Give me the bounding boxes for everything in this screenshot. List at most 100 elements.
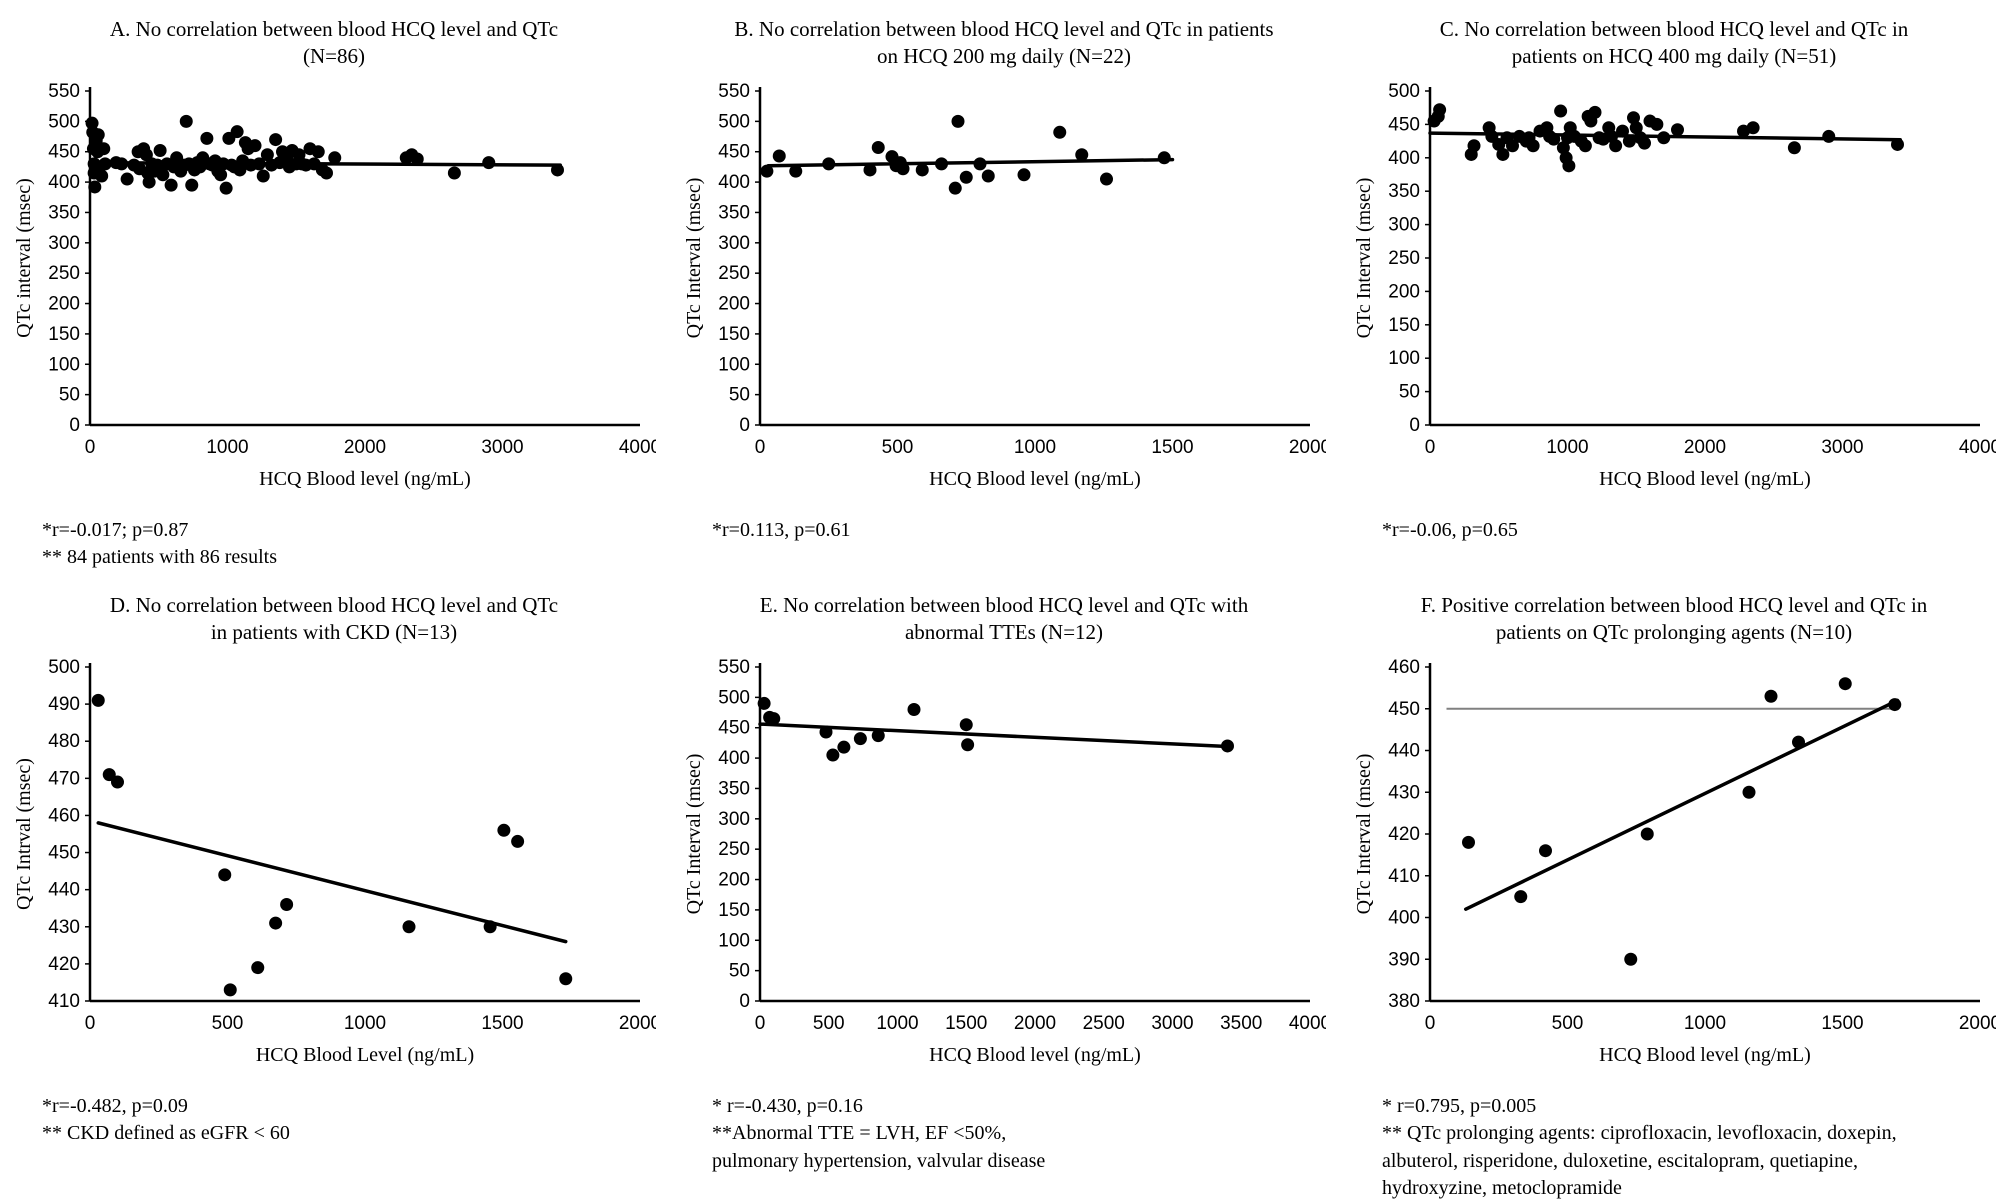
x-tick-label: 1000 [1014, 437, 1056, 458]
data-point [961, 737, 975, 751]
x-tick-label: 1000 [344, 1013, 386, 1034]
y-axis-label: QTc Interval (msec) [1353, 753, 1375, 914]
panel-a: A. No correlation between blood HCQ leve… [8, 2, 660, 568]
data-point [1157, 150, 1171, 164]
y-tick-label: 400 [1388, 147, 1420, 168]
y-tick-label: 300 [48, 232, 80, 253]
y-tick-label: 400 [718, 748, 750, 769]
panel-title: E. No correlation between blood HCQ leve… [759, 593, 1249, 645]
data-point [915, 163, 929, 177]
y-tick-label: 400 [1388, 907, 1420, 928]
y-tick-label: 500 [48, 111, 80, 132]
data-point [447, 166, 461, 180]
data-point [951, 114, 965, 128]
data-point [981, 169, 995, 183]
x-axis-label: HCQ Blood level (ng/mL) [1599, 1044, 1811, 1066]
y-tick-label: 250 [1388, 248, 1420, 269]
y-tick-label: 450 [48, 842, 80, 863]
x-axis-label: HCQ Blood level (ng/mL) [929, 1044, 1141, 1066]
footnotes: *r=-0.482, p=0.09 ** CKD defined as eGFR… [42, 1093, 660, 1148]
data-point [819, 725, 833, 739]
x-tick-label: 500 [212, 1013, 244, 1034]
data-point [230, 124, 244, 138]
x-tick-label: 3500 [1220, 1013, 1262, 1034]
y-tick-label: 500 [48, 657, 80, 678]
data-point [1221, 739, 1234, 753]
y-tick-label: 0 [1409, 415, 1420, 436]
data-point [1539, 843, 1552, 857]
data-point [153, 143, 167, 157]
y-tick-label: 420 [1388, 824, 1420, 845]
data-point [320, 166, 333, 180]
data-point [1616, 124, 1629, 138]
x-tick-label: 3000 [1821, 437, 1863, 458]
data-point [497, 823, 511, 837]
data-point [223, 982, 237, 996]
trend-line [1464, 698, 1900, 911]
y-tick-label: 350 [48, 202, 80, 223]
data-point [1627, 110, 1640, 124]
data-point [280, 897, 294, 911]
data-point [248, 138, 262, 152]
x-tick-label: 0 [85, 437, 96, 458]
scatter-chart-d: 410 420 430 440 450 460 470 480 490 500 0 500 1000 15… [13, 657, 656, 1066]
figure: A. No correlation between blood HCQ leve… [8, 2, 2000, 1199]
y-axis-label: QTc Intrval (msec) [13, 758, 35, 910]
y-tick-label: 550 [48, 81, 80, 102]
y-tick-label: 300 [718, 232, 750, 253]
x-tick-label: 3000 [1151, 1013, 1193, 1034]
footnote-line: albuterol, risperidone, duloxetine, esci… [1382, 1149, 1858, 1172]
data-point [767, 711, 781, 725]
y-tick-label: 200 [718, 293, 750, 314]
y-tick-label: 300 [718, 808, 750, 829]
scatter-chart-a: 0 50 100 150 200 250 300 350 400 450 500 550 0 1000 20… [13, 81, 656, 490]
data-point [1746, 120, 1760, 134]
y-tick-label: 0 [69, 415, 80, 436]
x-tick-label: 0 [1425, 437, 1436, 458]
data-point [959, 170, 973, 184]
y-tick-label: 500 [718, 687, 750, 708]
footnote-line: *r=-0.06, p=0.65 [1382, 518, 1518, 541]
data-point [757, 696, 771, 710]
footnotes: *r=-0.017; p=0.87 ** 84 patients with 86… [42, 517, 660, 572]
footnote-line: hydroxyzine, metoclopramide [1382, 1177, 1622, 1200]
data-point [772, 149, 786, 163]
footnotes: *r=-0.06, p=0.65 [1382, 517, 2000, 545]
y-axis-label: QTc Interval (msec) [1353, 177, 1375, 338]
data-point [1764, 689, 1778, 703]
y-tick-label: 450 [1388, 698, 1420, 719]
data-point [1017, 167, 1031, 181]
data-point [91, 127, 105, 141]
y-tick-label: 440 [1388, 740, 1420, 761]
data-point [1467, 138, 1481, 152]
data-point [1514, 889, 1528, 903]
data-point [1624, 952, 1638, 966]
data-point [98, 156, 112, 170]
footnote-line: *r=-0.482, p=0.09 [42, 1094, 188, 1117]
data-point [837, 740, 851, 754]
data-point [1526, 138, 1540, 152]
data-point [1556, 140, 1570, 154]
data-point [1640, 827, 1654, 841]
y-tick-label: 350 [718, 778, 750, 799]
data-point [853, 731, 867, 745]
data-point [1888, 697, 1902, 711]
data-point [1578, 138, 1592, 152]
y-tick-label: 250 [48, 263, 80, 284]
panel-title: A. No correlation between blood HCQ leve… [109, 17, 559, 69]
panel-c: C. No correlation between blood HCQ leve… [1348, 2, 2000, 562]
data-point [1433, 102, 1447, 116]
y-tick-label: 550 [718, 657, 750, 678]
data-point [1629, 120, 1643, 134]
y-tick-label: 50 [1399, 381, 1420, 402]
trend-line [758, 721, 1230, 748]
data-point [115, 156, 129, 170]
data-point [871, 728, 885, 742]
panel-e: E. No correlation between blood HCQ leve… [678, 562, 1330, 1172]
x-tick-label: 500 [882, 437, 914, 458]
x-tick-label: 2000 [1684, 437, 1726, 458]
y-tick-label: 450 [718, 141, 750, 162]
y-tick-label: 430 [1388, 782, 1420, 803]
y-tick-label: 430 [48, 916, 80, 937]
y-tick-label: 440 [48, 879, 80, 900]
